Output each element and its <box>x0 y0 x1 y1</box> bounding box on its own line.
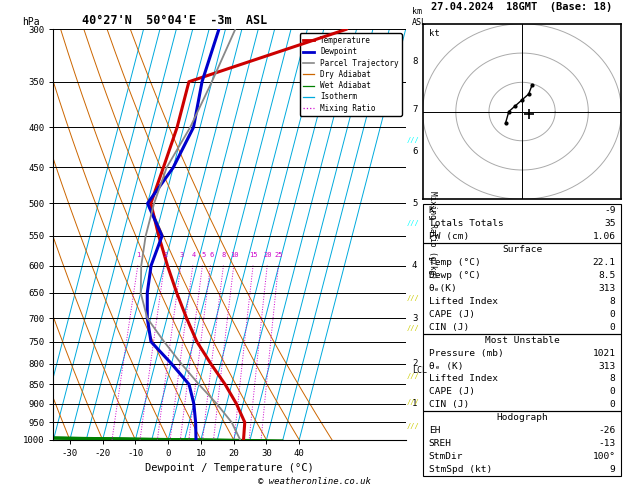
Text: 1021: 1021 <box>593 348 616 358</box>
Text: hPa: hPa <box>22 17 40 27</box>
Text: θₑ(K): θₑ(K) <box>428 284 457 293</box>
Text: EH: EH <box>428 426 440 435</box>
Text: ///: /// <box>406 373 419 379</box>
Text: 25: 25 <box>275 252 283 258</box>
Text: ///: /// <box>406 137 419 143</box>
Text: 0: 0 <box>610 323 616 331</box>
Text: StmSpd (kt): StmSpd (kt) <box>428 465 492 474</box>
Text: K: K <box>428 206 435 215</box>
Text: 6: 6 <box>209 252 213 258</box>
Text: km
ASL: km ASL <box>412 7 427 27</box>
Text: 2: 2 <box>412 359 418 368</box>
Text: Totals Totals: Totals Totals <box>428 219 503 228</box>
Text: CIN (J): CIN (J) <box>428 400 469 409</box>
Text: ///: /// <box>406 220 419 226</box>
Text: Most Unstable: Most Unstable <box>485 335 559 345</box>
Text: Mixing Ratio (g/kg): Mixing Ratio (g/kg) <box>428 191 437 278</box>
Text: 22.1: 22.1 <box>593 258 616 267</box>
X-axis label: Dewpoint / Temperature (°C): Dewpoint / Temperature (°C) <box>145 464 314 473</box>
Text: 0: 0 <box>610 387 616 397</box>
Text: Hodograph: Hodograph <box>496 414 548 422</box>
Text: ///: /// <box>406 423 419 429</box>
Text: 1: 1 <box>412 399 418 408</box>
Text: θₑ (K): θₑ (K) <box>428 362 463 370</box>
Text: Dewp (°C): Dewp (°C) <box>428 271 481 280</box>
Text: 40°27'N  50°04'E  -3m  ASL: 40°27'N 50°04'E -3m ASL <box>82 14 267 27</box>
Text: PW (cm): PW (cm) <box>428 232 469 241</box>
Text: © weatheronline.co.uk: © weatheronline.co.uk <box>258 477 371 486</box>
Text: 15: 15 <box>250 252 258 258</box>
Text: -13: -13 <box>598 439 616 449</box>
Text: 0: 0 <box>610 400 616 409</box>
Text: Lifted Index: Lifted Index <box>428 375 498 383</box>
Text: StmDir: StmDir <box>428 452 463 461</box>
Text: 313: 313 <box>598 284 616 293</box>
Text: -9: -9 <box>604 206 616 215</box>
Text: -26: -26 <box>598 426 616 435</box>
Text: 8: 8 <box>222 252 226 258</box>
Text: Lifted Index: Lifted Index <box>428 296 498 306</box>
Text: 1: 1 <box>136 252 141 258</box>
Text: Temp (°C): Temp (°C) <box>428 258 481 267</box>
Text: 35: 35 <box>604 219 616 228</box>
Text: 4: 4 <box>412 261 418 270</box>
Text: 20: 20 <box>264 252 272 258</box>
Text: 3: 3 <box>179 252 184 258</box>
Text: 5: 5 <box>201 252 205 258</box>
Text: 8: 8 <box>412 57 418 66</box>
Text: 8: 8 <box>610 375 616 383</box>
Text: SREH: SREH <box>428 439 452 449</box>
Text: 2: 2 <box>163 252 167 258</box>
Text: 313: 313 <box>598 362 616 370</box>
Text: 27.04.2024  18GMT  (Base: 18): 27.04.2024 18GMT (Base: 18) <box>431 2 613 12</box>
Text: Pressure (mb): Pressure (mb) <box>428 348 503 358</box>
Text: kt: kt <box>430 29 440 37</box>
Text: Surface: Surface <box>502 245 542 254</box>
Text: 3: 3 <box>412 313 418 323</box>
Text: CAPE (J): CAPE (J) <box>428 310 475 319</box>
Text: 6: 6 <box>412 147 418 156</box>
Text: ///: /// <box>406 399 419 405</box>
Text: CAPE (J): CAPE (J) <box>428 387 475 397</box>
Text: 4: 4 <box>191 252 196 258</box>
Text: 7: 7 <box>412 105 418 114</box>
Text: 5: 5 <box>412 199 418 208</box>
Text: 10: 10 <box>230 252 238 258</box>
Text: 9: 9 <box>610 465 616 474</box>
Text: 1.06: 1.06 <box>593 232 616 241</box>
Text: LCL: LCL <box>412 365 427 375</box>
Text: 0: 0 <box>610 310 616 319</box>
Text: CIN (J): CIN (J) <box>428 323 469 331</box>
Text: 8: 8 <box>610 296 616 306</box>
Text: ///: /// <box>406 325 419 331</box>
Text: 100°: 100° <box>593 452 616 461</box>
Text: ///: /// <box>406 295 419 301</box>
Legend: Temperature, Dewpoint, Parcel Trajectory, Dry Adiabat, Wet Adiabat, Isotherm, Mi: Temperature, Dewpoint, Parcel Trajectory… <box>299 33 402 116</box>
Text: 8.5: 8.5 <box>598 271 616 280</box>
